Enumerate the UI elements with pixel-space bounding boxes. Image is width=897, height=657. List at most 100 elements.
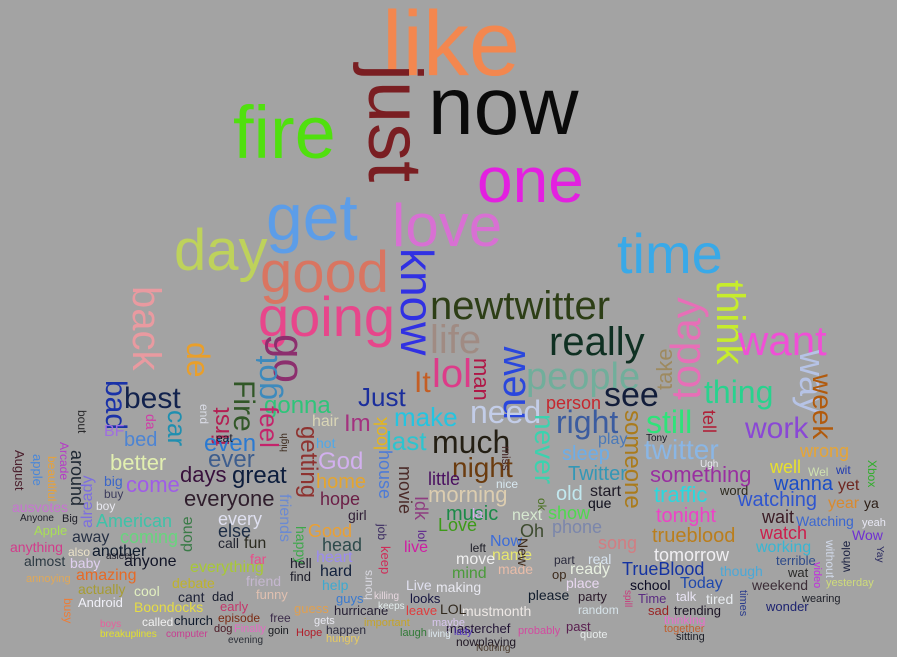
word-friends: friends <box>276 494 293 543</box>
word-debate: debate <box>172 575 215 591</box>
word-everything: everything <box>190 559 264 576</box>
word-thinking: thinking <box>664 613 706 627</box>
word-ya: ya <box>864 495 879 511</box>
word-mustmonth: mustmonth <box>462 603 532 619</box>
word-want: want <box>738 317 827 364</box>
word-American: American <box>96 511 173 531</box>
word-look: look <box>371 416 391 450</box>
word-spill: spill <box>622 590 633 608</box>
word-phone: phone <box>552 517 603 537</box>
word-every: every <box>218 509 263 529</box>
word-hair: hair <box>312 413 339 430</box>
word-da: da <box>143 414 159 430</box>
word-tonight: tonight <box>656 505 717 527</box>
word-work: work <box>745 412 809 445</box>
word-dad: dad <box>212 589 234 604</box>
word-party: party <box>578 589 607 604</box>
word-days: days <box>180 462 227 487</box>
word-call: call <box>218 535 240 551</box>
word-ready: ready <box>570 561 611 578</box>
word-ever: ever <box>208 446 255 473</box>
word-masterchef: masterchef <box>446 621 511 636</box>
word-anyone: anyone <box>124 553 177 570</box>
word-real: real <box>588 551 612 567</box>
word-morning: morning <box>428 482 508 507</box>
word-without: without <box>823 540 837 579</box>
word-song: song <box>598 533 638 553</box>
word-also: also <box>68 545 91 559</box>
word-wit: wit <box>836 463 851 477</box>
word-night: night <box>452 452 513 483</box>
word-done: done <box>179 516 196 552</box>
word-everyone: everyone <box>184 486 275 511</box>
word-making: making <box>436 579 482 595</box>
word-amazing: amazing <box>76 567 137 584</box>
word-newtwitter: newtwitter <box>430 284 611 328</box>
word-happen: happen <box>326 623 367 637</box>
word-called: called <box>142 615 174 629</box>
word-op: op <box>552 567 567 582</box>
word-wrong: wrong <box>800 441 850 461</box>
word-good: good <box>260 240 390 305</box>
word-tomorrow: tomorrow <box>654 545 730 565</box>
word-yesterday: yesterday <box>826 577 874 589</box>
word-Yay: Yay <box>874 546 885 563</box>
word-trending: trending <box>674 603 721 618</box>
word-fun: fun <box>244 535 267 552</box>
word-coming: coming <box>120 527 179 547</box>
word-apple: apple <box>30 454 45 486</box>
word-Love: Love <box>438 515 478 535</box>
word-going: going <box>258 285 396 348</box>
word-Hope: Hope <box>296 627 323 639</box>
word-start: start <box>590 483 622 500</box>
word-old: old <box>556 483 583 505</box>
word-now: now <box>428 61 579 152</box>
word-see: see <box>604 376 659 414</box>
word-one: one <box>477 144 584 216</box>
word-already: already <box>79 475 96 528</box>
word-Just: Just <box>358 382 406 412</box>
word-past: past <box>566 619 591 634</box>
word-talk: talk <box>676 589 697 604</box>
word-times: times <box>737 590 749 617</box>
word-nowplaying: nowplaying <box>456 635 517 649</box>
word-ok: ok <box>535 498 549 511</box>
word-heart: heart <box>316 549 353 566</box>
word-wearing: wearing <box>802 593 841 605</box>
word-big: big <box>104 473 123 489</box>
word-probably: probably <box>518 625 561 637</box>
word-together: together <box>664 623 705 635</box>
word-computer: computer <box>166 629 208 640</box>
word-sad: sad <box>648 603 669 618</box>
word-BF: BF <box>104 423 125 440</box>
word-leave: leave <box>406 603 438 618</box>
word-Xbox: Xbox <box>865 460 879 488</box>
word-person: person <box>546 393 602 413</box>
word-annoying: annoying <box>26 573 71 585</box>
word-lady: lady <box>454 627 473 638</box>
word-name: name <box>492 547 533 564</box>
word-breakuplines: breakuplines <box>100 629 157 640</box>
word-Wow: Wow <box>852 527 883 543</box>
word-Android: Android <box>78 595 123 610</box>
word-Good: Good <box>308 521 353 541</box>
word-get: get <box>266 180 358 254</box>
word-much: much <box>432 424 511 460</box>
word-funny: funny <box>256 587 288 602</box>
word-just: just <box>352 64 437 183</box>
word-tell: tell <box>699 410 719 434</box>
word-asleep: asleep <box>106 551 136 562</box>
word-fire: fire <box>233 91 336 174</box>
word-guess: guess <box>294 601 329 616</box>
word-still: still <box>646 404 693 440</box>
word-laugh: laugh <box>400 627 427 639</box>
word-hurricane: hurricane <box>334 603 389 618</box>
word-hours: hours <box>361 569 375 600</box>
word-time: time <box>617 222 723 285</box>
word-Oh: Oh <box>520 521 545 541</box>
word-lol-small: lol <box>415 530 429 543</box>
word-boys: boys <box>100 619 122 630</box>
word-car: car <box>162 410 192 447</box>
word-God: God <box>318 448 364 475</box>
